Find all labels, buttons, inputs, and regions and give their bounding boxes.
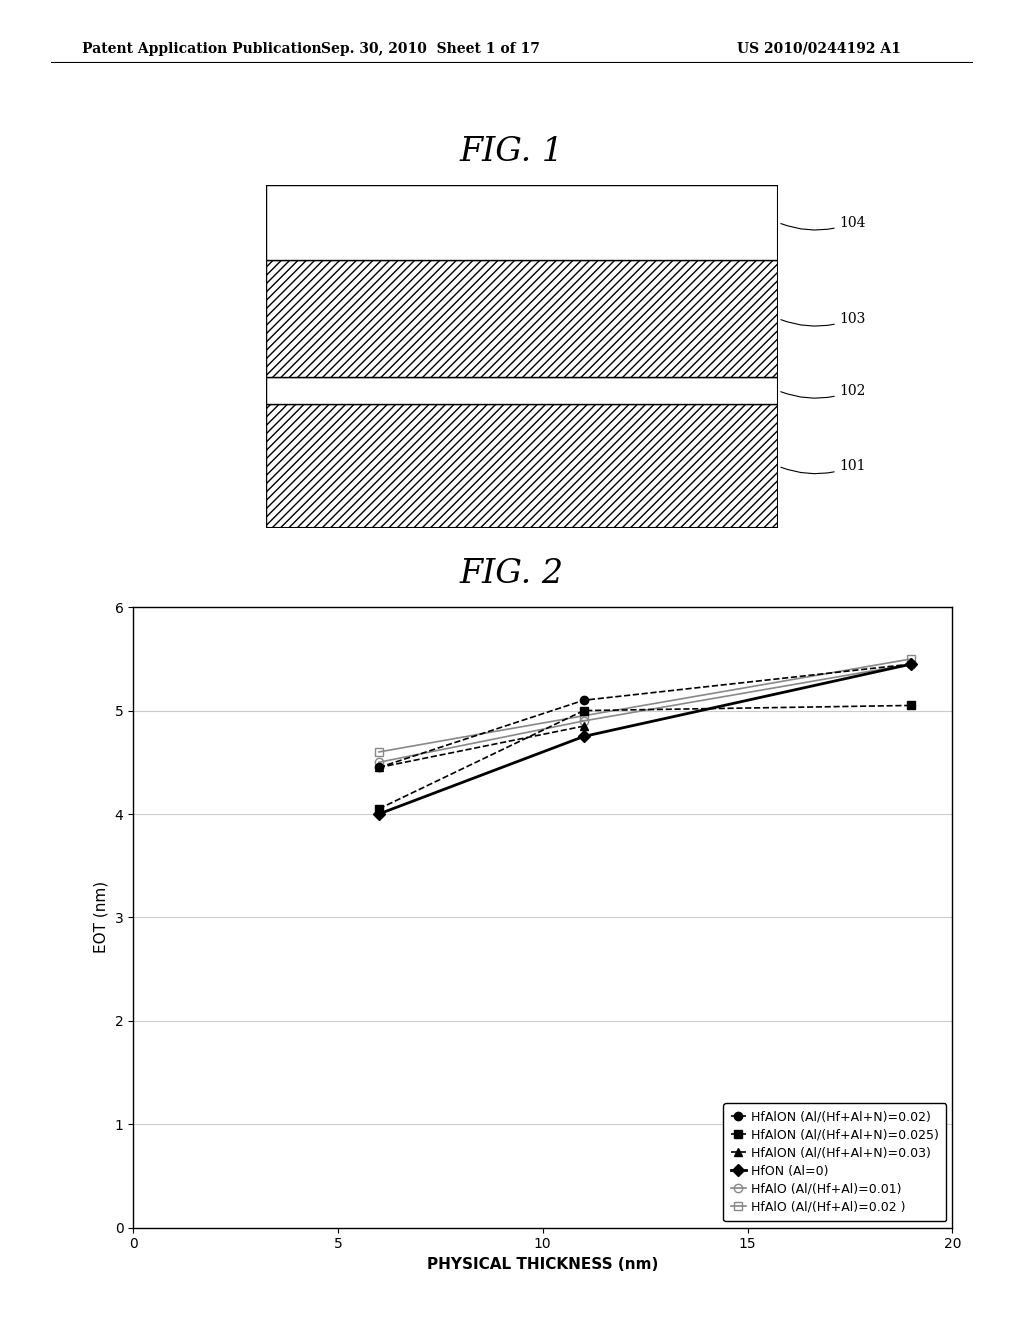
Bar: [266, 185, 778, 260]
Text: FIG. 1: FIG. 1: [460, 136, 564, 168]
Text: 104: 104: [781, 215, 866, 230]
Legend: HfAlON (Al/(Hf+Al+N)=0.02), HfAlON (Al/(Hf+Al+N)=0.025), HfAlON (Al/(Hf+Al+N)=0.: HfAlON (Al/(Hf+Al+N)=0.02), HfAlON (Al/(…: [723, 1104, 946, 1221]
Bar: [266, 404, 778, 528]
X-axis label: PHYSICAL THICKNESS (nm): PHYSICAL THICKNESS (nm): [427, 1257, 658, 1272]
Text: 102: 102: [781, 384, 866, 399]
Text: 101: 101: [781, 459, 866, 474]
Y-axis label: EOT (nm): EOT (nm): [94, 882, 109, 953]
Text: US 2010/0244192 A1: US 2010/0244192 A1: [737, 42, 901, 55]
Text: 103: 103: [781, 312, 866, 326]
Bar: [266, 378, 778, 404]
Text: Patent Application Publication: Patent Application Publication: [82, 42, 322, 55]
Bar: [266, 260, 778, 378]
Text: FIG. 2: FIG. 2: [460, 558, 564, 590]
Text: Sep. 30, 2010  Sheet 1 of 17: Sep. 30, 2010 Sheet 1 of 17: [321, 42, 540, 55]
